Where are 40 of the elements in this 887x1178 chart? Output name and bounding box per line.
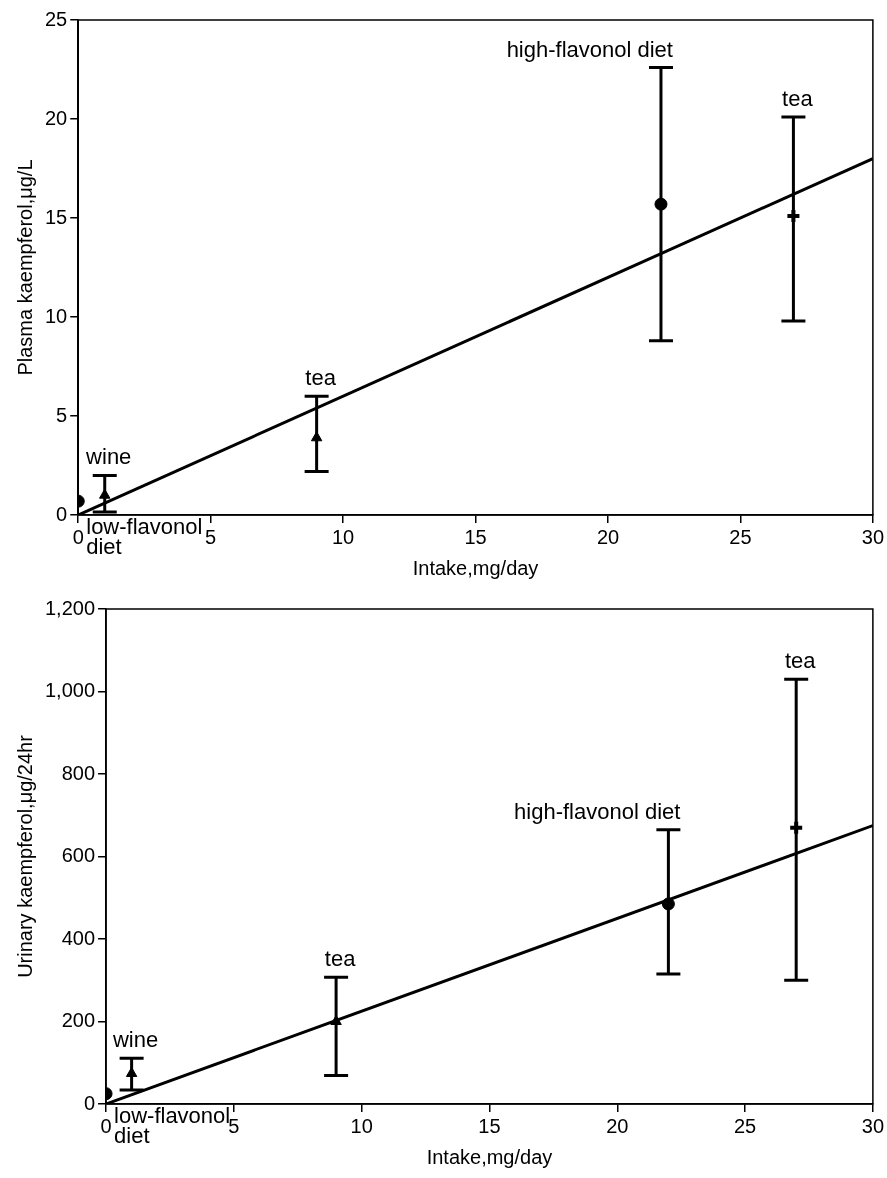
annotation: wine [111,1027,159,1053]
annotation: tea [324,946,357,972]
y-axis-title: Plasma kaempferol,μg/L [13,159,36,376]
x-tick-label: 0 [100,1114,112,1137]
x-tick-label: 5 [205,525,217,548]
x-tick-label: 10 [350,1114,373,1137]
x-tick-label: 5 [228,1114,240,1137]
y-tick-label: 400 [61,926,96,949]
y-tick-label: 1,200 [44,596,96,619]
y-axis-title: Urinary kaempferol,μg/24hr [13,734,36,978]
y-tick-label: 0 [83,1091,96,1114]
x-tick-label: 25 [729,525,752,548]
x-tick-label: 15 [478,1114,501,1137]
annotation: wine [85,444,132,470]
annotation: low-flavonol diet [86,514,203,560]
y-tick-label: 10 [45,304,68,327]
x-tick-label: 10 [332,525,355,548]
x-tick-label: 30 [861,1114,884,1137]
y-tick-label: 600 [61,844,96,867]
y-tick-label: 200 [61,1009,96,1032]
y-tick-label: 15 [45,205,68,228]
x-tick-label: 15 [464,525,487,548]
y-tick-label: 0 [56,502,68,525]
point [788,819,805,836]
x-tick-label: 25 [733,1114,757,1137]
y-tick-label: 5 [56,403,68,426]
x-axis-title: Intake,mg/day [426,1145,553,1168]
y-tick-label: 800 [61,761,96,784]
x-tick-label: 30 [861,525,884,548]
y-tick-label: 25 [45,7,68,30]
annotation: high-flavonol diet [506,36,673,62]
x-tick-label: 20 [606,1114,629,1137]
annotation: tea [784,648,817,674]
x-axis-title: Intake,mg/day [412,556,539,579]
x-tick-label: 20 [596,525,620,548]
annotation: high-flavonol diet [514,798,681,824]
annotation: tea [782,86,814,112]
y-tick-label: 1,000 [44,679,96,702]
y-tick-label: 20 [45,106,68,129]
annotation: tea [305,365,337,391]
